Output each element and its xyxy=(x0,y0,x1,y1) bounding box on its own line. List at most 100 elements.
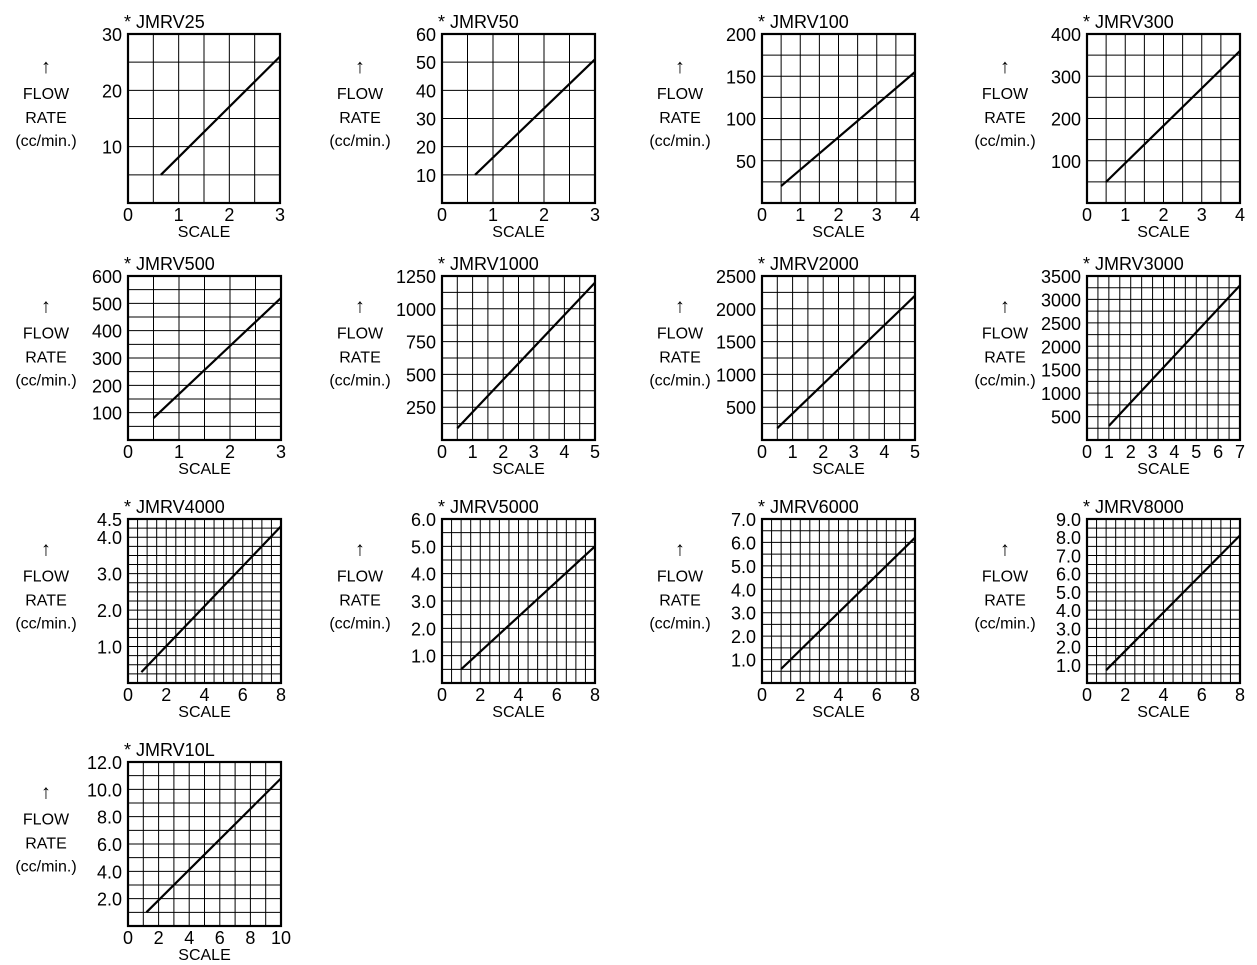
chart-title: * JMRV500 xyxy=(124,254,215,274)
y-tick-label: 500 xyxy=(92,294,122,314)
chart-panel: * JMRV300 100 200 300 400 0 1 2 3 4 SCALE ↑ FLOW RATE… xyxy=(974,12,1245,241)
y-tick-label: 4.5 xyxy=(97,510,122,530)
x-axis-label: SCALE xyxy=(492,224,544,241)
x-tick-label: 6 xyxy=(215,928,225,948)
up-arrow-icon: ↑ xyxy=(355,539,365,561)
y-tick-label: 1.0 xyxy=(411,647,436,667)
x-tick-label: 2 xyxy=(833,205,843,225)
series-line xyxy=(780,71,916,187)
y-axis-label: FLOW xyxy=(657,569,704,586)
y-tick-label: 4.0 xyxy=(411,565,436,585)
y-tick-label: 1000 xyxy=(716,365,756,385)
chart-title: * JMRV6000 xyxy=(758,497,859,517)
x-tick-label: 3 xyxy=(590,205,600,225)
x-tick-label: 1 xyxy=(174,205,184,225)
y-tick-label: 1250 xyxy=(396,267,436,287)
x-tick-label: 3 xyxy=(276,442,286,462)
chart-panel: * JMRV3000 500 1000 1500 2000 2500 3000 3500 0 1 2… xyxy=(974,254,1245,478)
y-tick-label: 6.0 xyxy=(731,533,756,553)
y-tick-label: 4.0 xyxy=(97,862,122,882)
chart-panel: * JMRV1000 250 500 750 1000 1250 0 1 2 3 4 5 SCALE ↑ F… xyxy=(329,254,600,478)
plot-frame xyxy=(126,760,283,928)
y-tick-label: 3.0 xyxy=(1056,619,1081,639)
up-arrow-icon: ↑ xyxy=(675,296,685,318)
y-tick-label: 500 xyxy=(1051,408,1081,428)
x-tick-label: 4 xyxy=(559,442,569,462)
series-line xyxy=(1105,534,1241,671)
chart-title: * JMRV5000 xyxy=(438,497,539,517)
up-arrow-icon: ↑ xyxy=(41,782,51,804)
y-tick-label: 30 xyxy=(102,25,122,45)
y-axis-label: RATE xyxy=(984,593,1025,610)
y-tick-label: 8.0 xyxy=(1056,528,1081,548)
x-tick-label: 5 xyxy=(910,442,920,462)
up-arrow-icon: ↑ xyxy=(675,56,685,78)
plot-frame xyxy=(760,274,917,442)
x-tick-label: 0 xyxy=(757,205,767,225)
y-axis-label: (cc/min.) xyxy=(329,616,390,633)
x-tick-label: 0 xyxy=(1082,442,1092,462)
y-tick-label: 200 xyxy=(1051,110,1081,130)
y-axis-label: (cc/min.) xyxy=(649,616,710,633)
x-tick-label: 0 xyxy=(437,442,447,462)
y-axis-label: (cc/min.) xyxy=(974,133,1035,150)
x-axis-label: SCALE xyxy=(492,461,544,478)
y-tick-label: 3000 xyxy=(1041,290,1081,310)
chart-panel: * JMRV500 100 200 300 400 500 600 0 1 2 3 SCALE ↑ FLO… xyxy=(15,254,286,478)
chart-panel: * JMRV2000 500 1000 1500 2000 2500 0 1 2 3 4 5 SCALE… xyxy=(649,254,920,478)
plot-frame xyxy=(760,517,917,685)
y-axis-label: FLOW xyxy=(982,86,1029,103)
x-tick-label: 2 xyxy=(161,685,171,705)
y-tick-label: 8.0 xyxy=(97,808,122,828)
y-axis-label: FLOW xyxy=(337,569,384,586)
x-axis-label: SCALE xyxy=(1137,704,1189,721)
x-tick-label: 6 xyxy=(1213,442,1223,462)
y-tick-label: 2.0 xyxy=(97,601,122,621)
y-tick-label: 250 xyxy=(406,398,436,418)
x-axis-label: SCALE xyxy=(812,461,864,478)
y-axis-label: (cc/min.) xyxy=(649,373,710,390)
series-line xyxy=(456,281,596,429)
x-tick-label: 4 xyxy=(879,442,889,462)
x-tick-label: 2 xyxy=(225,442,235,462)
chart-title: * JMRV8000 xyxy=(1083,497,1184,517)
chart-title: * JMRV10L xyxy=(124,740,215,760)
up-arrow-icon: ↑ xyxy=(675,539,685,561)
y-tick-label: 1.0 xyxy=(731,651,756,671)
y-tick-label: 300 xyxy=(92,349,122,369)
y-axis-label: FLOW xyxy=(657,326,704,343)
x-tick-label: 1 xyxy=(795,205,805,225)
x-tick-label: 3 xyxy=(849,442,859,462)
x-tick-label: 4 xyxy=(1158,685,1168,705)
series-line xyxy=(776,294,916,429)
x-tick-label: 1 xyxy=(468,442,478,462)
y-tick-label: 3.0 xyxy=(731,604,756,624)
plot-frame xyxy=(1085,274,1242,442)
x-tick-label: 8 xyxy=(1235,685,1245,705)
chart-title: * JMRV100 xyxy=(758,12,849,32)
y-tick-label: 7.0 xyxy=(1056,546,1081,566)
y-tick-label: 6.0 xyxy=(1056,565,1081,585)
x-tick-label: 1 xyxy=(488,205,498,225)
y-tick-label: 7.0 xyxy=(731,510,756,530)
y-tick-label: 2500 xyxy=(1041,314,1081,334)
x-tick-label: 4 xyxy=(513,685,523,705)
up-arrow-icon: ↑ xyxy=(1000,539,1010,561)
chart-panel: * JMRV100 50 100 150 200 0 1 2 3 4 SCALE ↑ FLOW RATE (… xyxy=(649,12,920,241)
y-tick-label: 10 xyxy=(416,166,436,186)
y-axis-label: (cc/min.) xyxy=(329,373,390,390)
y-tick-label: 30 xyxy=(416,110,436,130)
x-tick-label: 5 xyxy=(590,442,600,462)
x-tick-label: 1 xyxy=(1120,205,1130,225)
series-line xyxy=(145,777,282,914)
x-tick-label: 2 xyxy=(154,928,164,948)
x-tick-label: 6 xyxy=(238,685,248,705)
x-tick-label: 3 xyxy=(529,442,539,462)
y-axis-label: RATE xyxy=(25,350,66,367)
x-tick-label: 0 xyxy=(123,205,133,225)
x-tick-label: 3 xyxy=(1197,205,1207,225)
x-tick-label: 2 xyxy=(1158,205,1168,225)
chart-title: * JMRV4000 xyxy=(124,497,225,517)
plot-frame xyxy=(126,274,283,442)
